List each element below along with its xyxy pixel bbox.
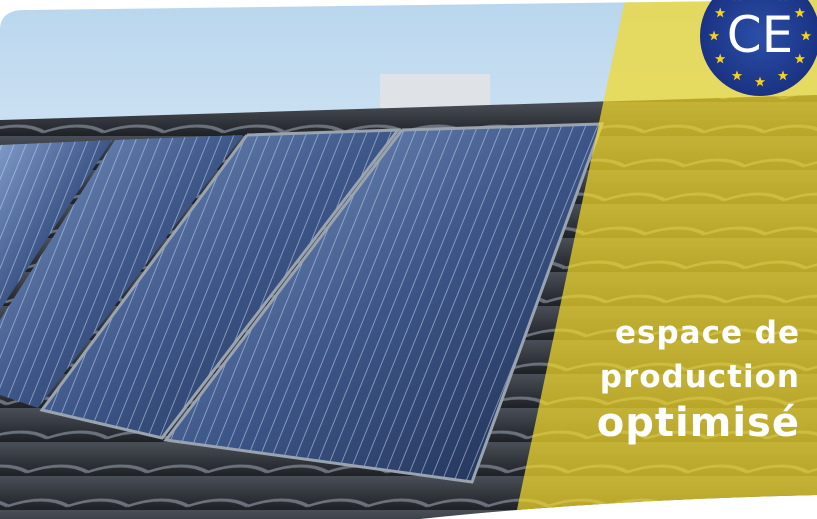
star [714, 53, 726, 64]
star [733, 0, 741, 1]
star [794, 7, 806, 18]
ce-badge: CE [700, 0, 817, 96]
badge-label: CE [727, 6, 794, 64]
star [731, 70, 743, 81]
star [777, 70, 789, 81]
star [794, 53, 806, 64]
headline-line: production [600, 359, 800, 395]
star [708, 30, 720, 41]
star [779, 0, 787, 1]
yellow-band [515, 0, 817, 519]
star [800, 30, 812, 41]
star [754, 76, 766, 87]
chimney [380, 74, 490, 108]
star [714, 7, 726, 18]
solar-panels [0, 122, 605, 484]
headline-line: optimisé [597, 400, 800, 446]
headline-line: espace de [615, 315, 800, 351]
